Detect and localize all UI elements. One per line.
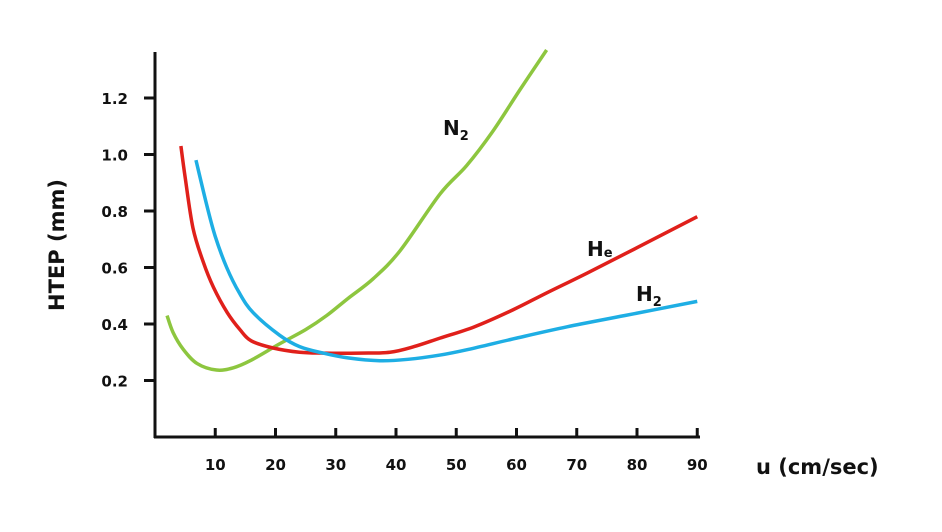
y-tick-label: 1.0 (101, 147, 128, 165)
x-tick-label: 60 (506, 456, 527, 474)
y-tick-label: 1.2 (101, 90, 128, 108)
series-label-h2: H2 (636, 282, 662, 310)
ticks: 10 20 30 40 50 60 70 80 90 0.2 0.4 0.6 0.8 1.0 1.2 (101, 90, 707, 474)
series-line-n2 (165, 49, 549, 372)
x-tick-label: 30 (325, 456, 346, 474)
y-tick-label: 0.2 (101, 373, 128, 391)
x-tick-label: 50 (446, 456, 467, 474)
y-tick-label: 0.4 (101, 316, 128, 334)
series-line-h2 (194, 159, 698, 363)
x-tick-label: 20 (265, 456, 286, 474)
curves (165, 49, 699, 372)
series-label-n2: N2 (443, 116, 469, 144)
series-line-he (179, 145, 699, 355)
y-tick-label: 0.6 (101, 260, 128, 278)
y-axis-title: HTEP (mm) (45, 179, 69, 311)
x-tick-label: 80 (627, 456, 648, 474)
series-label-he: He (587, 237, 613, 261)
x-tick-label: 70 (566, 456, 587, 474)
x-tick-label: 40 (386, 456, 407, 474)
y-tick-label: 0.8 (101, 203, 128, 221)
x-axis-title: u (cm/sec) (756, 455, 879, 479)
x-tick-label: 90 (687, 456, 708, 474)
x-tick-label: 10 (205, 456, 226, 474)
